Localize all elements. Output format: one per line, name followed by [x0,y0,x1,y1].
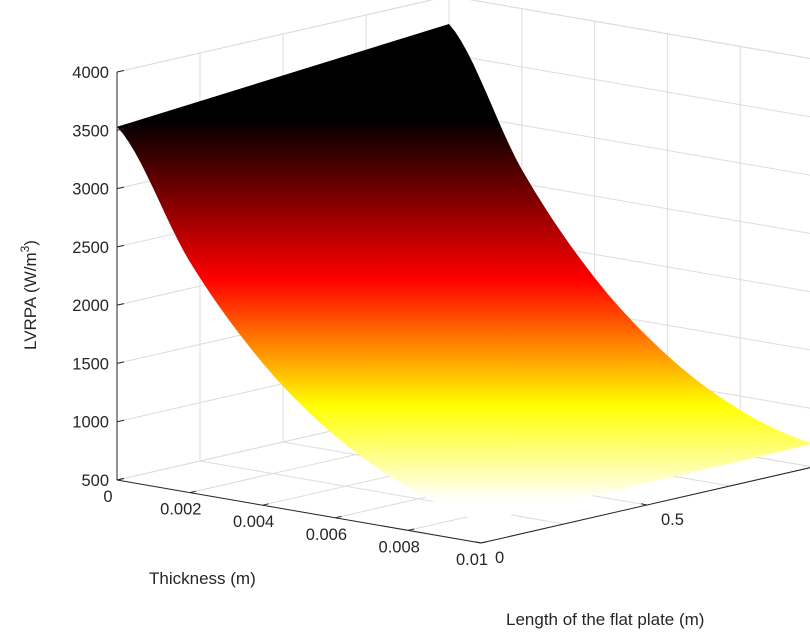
x-tick-label: 0.008 [379,538,420,556]
z-tick-label: 4000 [72,64,109,82]
z-tick-mark [116,361,125,364]
z-tick-label: 3500 [72,122,109,140]
z-tick-label: 2000 [72,297,109,315]
grid-line-z-side [448,112,810,176]
x-tick-mark [480,541,488,544]
x-axis-label: Thickness (m) [149,569,256,588]
x-tick-mark [408,528,415,531]
z-tick-mark [116,303,125,306]
y-axis-label: Length of the flat plate (m) [506,610,704,629]
box-edge [116,0,434,73]
z-tick-label: 1500 [72,355,109,373]
box-edge [469,0,810,59]
x-tick-mark [189,490,196,494]
x-axis-line [116,479,482,544]
z-tick-label: 2500 [72,239,109,257]
grid-line-z-side [448,53,810,118]
x-tick-label: 0.006 [306,526,347,544]
z-tick-label: 500 [81,472,109,490]
z-tick-mark [116,244,125,248]
z-axis-label: LVRPA (W/m3) [18,240,40,350]
z-tick-mark [116,70,125,73]
x-tick-label: 0.004 [233,513,274,531]
x-tick-label: 0.01 [456,551,488,569]
y-tick-mark [474,541,482,544]
y-tick-label: 0.5 [661,511,684,529]
x-tick-label: 0.002 [160,501,201,519]
surface-mesh [117,24,810,522]
z-tick-mark [116,128,125,131]
x-tick-label: 0 [103,488,112,506]
x-tick-mark [116,478,124,481]
grid-line-z-side [469,0,810,59]
y-tick-mark [640,503,648,506]
x-tick-mark [335,515,342,519]
z-tick-mark [116,419,125,423]
z-tick-mark [116,186,125,190]
y-tick-label: 0 [495,549,504,567]
x-tick-mark [262,503,269,506]
surface-plot [117,24,810,522]
z-tick-label: 3000 [72,181,109,199]
tick-labels: 500 1000 1500 2000 2500 3000 3500 4000 0 0.002 0.0… [72,64,684,569]
z-tick-label: 1000 [72,414,109,432]
